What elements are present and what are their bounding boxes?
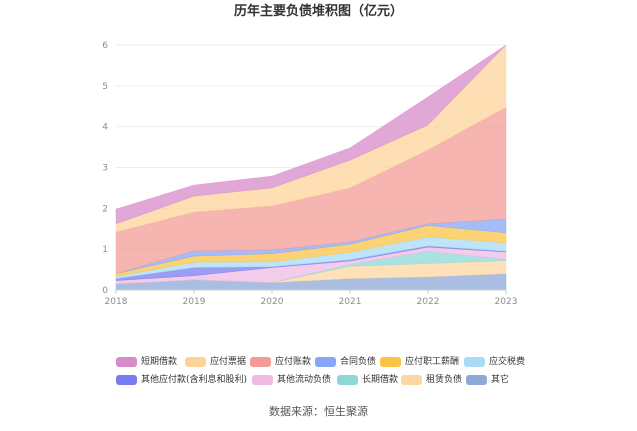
legend-swatch	[250, 357, 271, 367]
legend-item-notes-payable[interactable]: 应付票据	[185, 356, 246, 368]
area-short-term-borrowings	[115, 44, 507, 225]
legend-swatch	[380, 357, 401, 367]
legend-label: 合同负债	[340, 357, 377, 367]
legend-swatch	[466, 375, 487, 385]
y-tick-label: 1	[102, 245, 108, 255]
x-tick-label: 2022	[417, 297, 440, 307]
legend-item-accounts-payable[interactable]: 应付账款	[250, 356, 311, 368]
legend-item-long-term-borrowings[interactable]: 长期借款	[337, 374, 398, 386]
legend-item-employee-pay-payable[interactable]: 应付职工薪酬	[380, 356, 459, 368]
legend-item-short-term-borrowings[interactable]: 短期借款	[116, 356, 177, 368]
x-axis: 2018 2019 2020 2021 2022 2023	[105, 289, 518, 307]
legend-item-taxes-payable[interactable]: 应交税费	[464, 356, 525, 368]
legend-swatch	[116, 375, 137, 385]
legend-swatch	[315, 357, 336, 367]
legend-item-lease-liabilities[interactable]: 租赁负债	[401, 374, 462, 386]
legend-swatch	[252, 375, 273, 385]
legend-label: 其他应付款(含利息和股利)	[141, 375, 248, 385]
legend-swatch	[116, 357, 137, 367]
y-axis: 0 1 2 3 4 5 6	[102, 41, 108, 296]
legend-item-other-current-liabilities[interactable]: 其他流动负债	[252, 374, 331, 386]
legend-swatch	[401, 375, 422, 385]
x-tick-label: 2019	[183, 297, 206, 307]
y-tick-label: 2	[102, 204, 108, 214]
legend-label: 短期借款	[141, 357, 178, 367]
x-tick-label: 2018	[105, 297, 128, 307]
legend-item-other-payables[interactable]: 其他应付款(含利息和股利)	[116, 374, 247, 386]
legend-item-others[interactable]: 其它	[466, 374, 509, 386]
y-tick-label: 6	[102, 41, 108, 51]
legend-swatch	[185, 357, 206, 367]
x-tick-label: 2021	[339, 297, 362, 307]
legend-label: 租赁负债	[426, 375, 463, 385]
x-tick-label: 2020	[261, 297, 284, 307]
stacked-areas	[115, 44, 507, 291]
x-tick-label: 2023	[495, 297, 518, 307]
legend-label: 应付账款	[275, 357, 312, 367]
legend-label: 应交税费	[489, 357, 526, 367]
legend-item-contract-liabilities[interactable]: 合同负债	[315, 356, 376, 368]
y-tick-label: 3	[102, 164, 108, 174]
legend-swatch	[464, 357, 485, 367]
legend-label: 其它	[491, 375, 510, 385]
legend-label: 长期借款	[362, 375, 399, 385]
legend-label: 应付职工薪酬	[405, 357, 460, 367]
legend-label: 应付票据	[210, 357, 247, 367]
legend-label: 其他流动负债	[277, 375, 332, 385]
y-tick-label: 4	[102, 123, 108, 133]
data-source-note: 数据来源：恒生聚源	[269, 405, 368, 418]
legend-swatch	[337, 375, 358, 385]
chart-plot-area: 2018 2019 2020 2021 2022 2023 0 1 2 3 4 5 6	[102, 41, 518, 307]
chart-title: 历年主要负债堆积图（亿元）	[233, 4, 403, 19]
y-tick-label: 5	[102, 82, 108, 92]
y-tick-label: 0	[102, 286, 108, 296]
